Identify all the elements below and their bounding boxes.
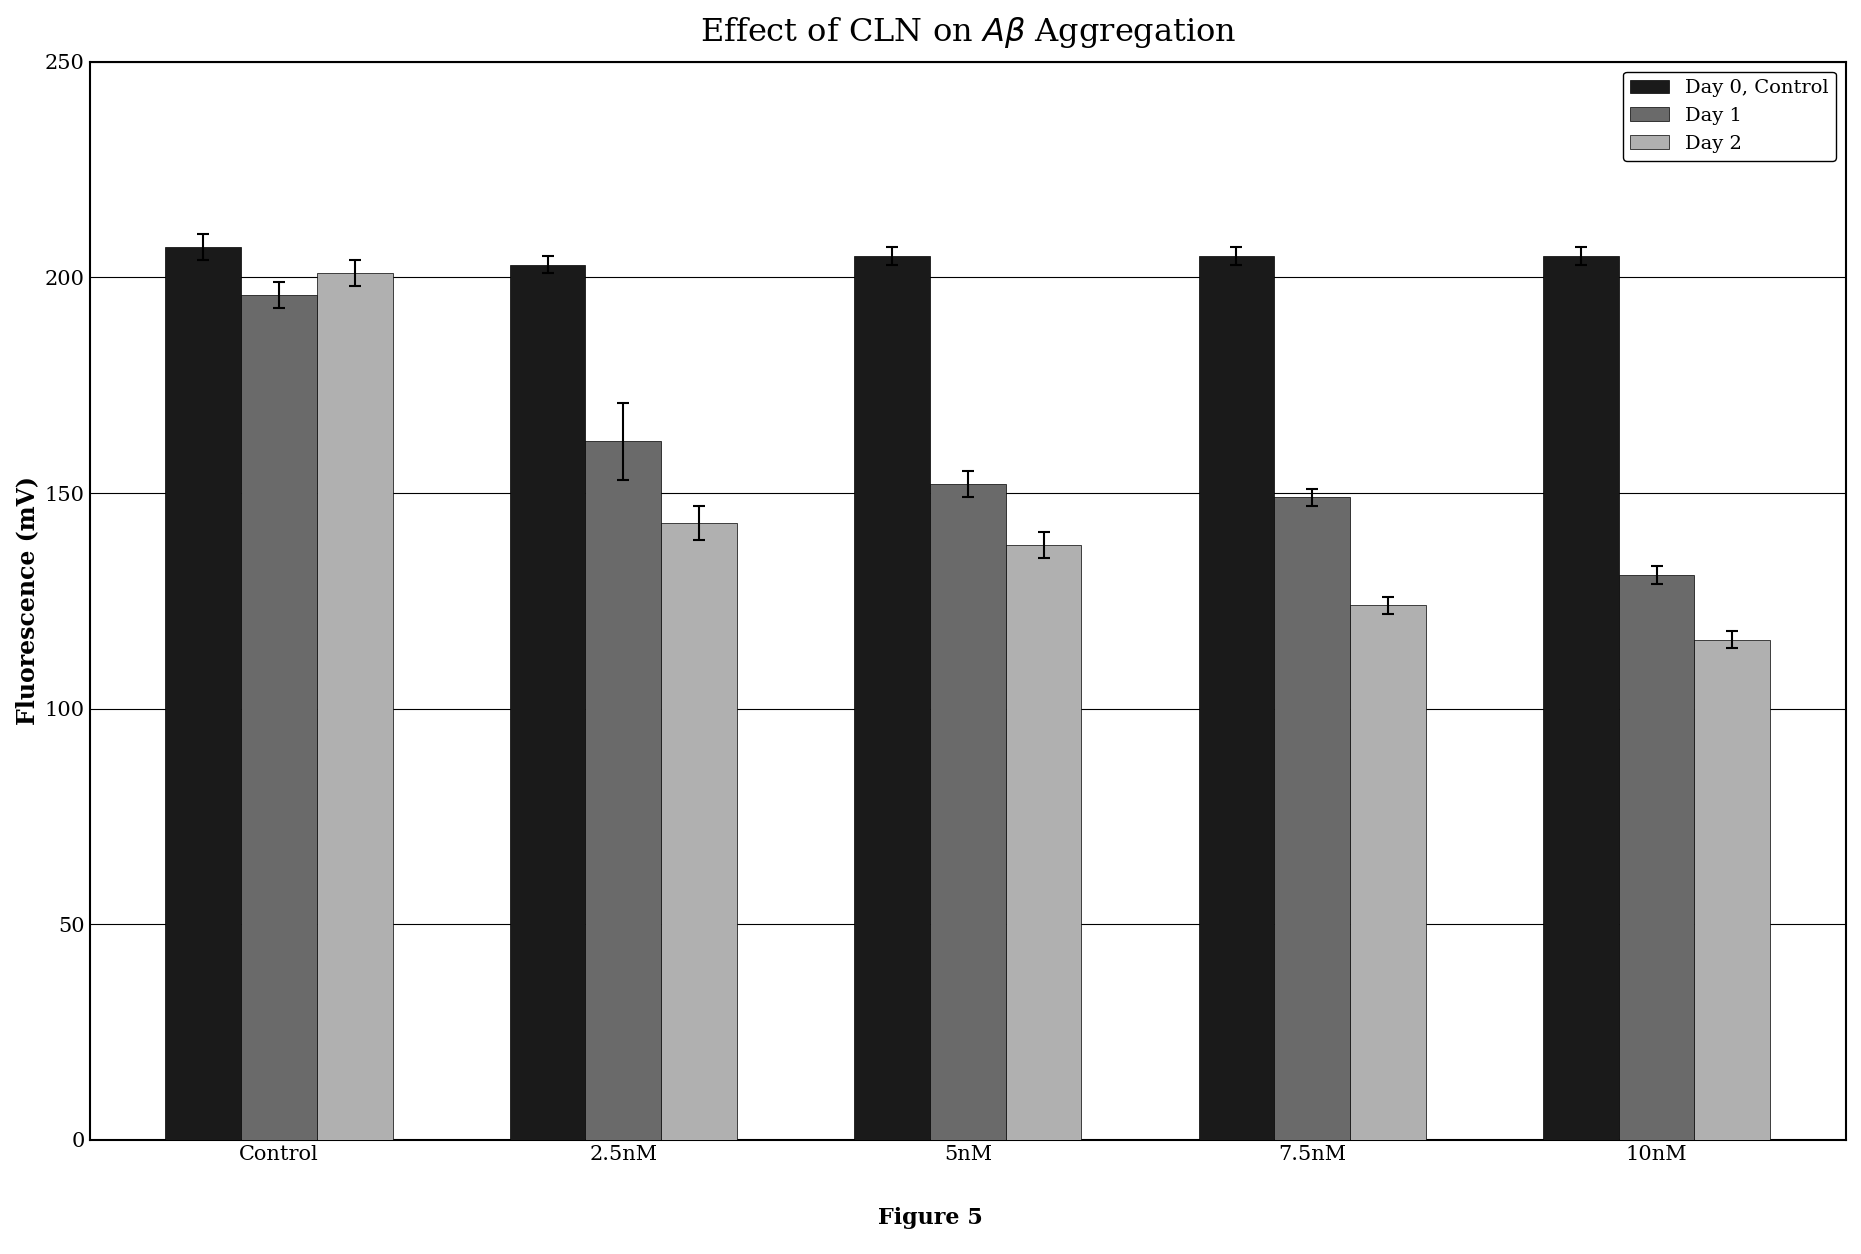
Bar	[316, 273, 393, 1140]
Bar	[242, 295, 316, 1140]
Bar	[1619, 576, 1695, 1140]
Bar	[930, 484, 1005, 1140]
Bar	[661, 523, 737, 1140]
Bar	[854, 256, 930, 1140]
Title: Effect of CLN on $\bf\it{A}$$\it{\beta}$ Aggregation: Effect of CLN on $\bf\it{A}$$\it{\beta}$…	[700, 15, 1236, 50]
Legend: Day 0, Control, Day 1, Day 2: Day 0, Control, Day 1, Day 2	[1623, 71, 1837, 161]
Text: Figure 5: Figure 5	[878, 1206, 983, 1229]
Y-axis label: Fluorescence (mV): Fluorescence (mV)	[15, 477, 39, 725]
Bar	[510, 265, 586, 1140]
Bar	[1005, 544, 1081, 1140]
Bar	[586, 441, 661, 1140]
Bar	[166, 247, 242, 1140]
Bar	[1275, 498, 1349, 1140]
Bar	[1349, 606, 1426, 1140]
Bar	[1198, 256, 1275, 1140]
Bar	[1543, 256, 1619, 1140]
Bar	[1695, 640, 1770, 1140]
